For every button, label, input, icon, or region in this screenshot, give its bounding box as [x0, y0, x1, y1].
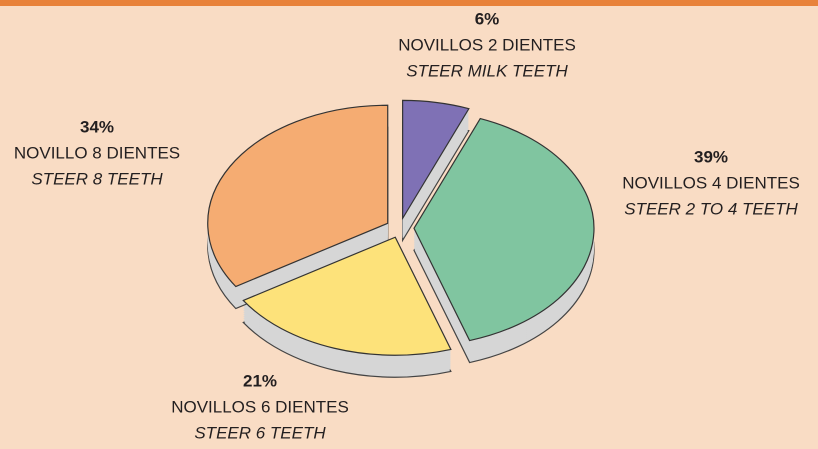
- category-label: NOVILLO 8 DIENTES: [14, 143, 180, 162]
- category-translation: STEER 2 TO 4 TEETH: [624, 199, 798, 218]
- value-label: 39%: [694, 147, 728, 166]
- category-translation: STEER MILK TEETH: [406, 61, 568, 80]
- value-label: 6%: [475, 9, 500, 28]
- slice: [242, 236, 452, 356]
- slice: [402, 99, 470, 221]
- slice: [207, 104, 389, 288]
- value-label: 21%: [243, 371, 277, 390]
- category-label: NOVILLOS 4 DIENTES: [622, 173, 800, 192]
- top-bar: [0, 0, 818, 6]
- category-label: NOVILLOS 6 DIENTES: [171, 397, 349, 416]
- slice: [413, 117, 595, 342]
- category-label: NOVILLOS 2 DIENTES: [398, 35, 576, 54]
- value-label: 34%: [80, 117, 114, 136]
- category-translation: STEER 6 TEETH: [194, 423, 326, 442]
- category-translation: STEER 8 TEETH: [31, 169, 163, 188]
